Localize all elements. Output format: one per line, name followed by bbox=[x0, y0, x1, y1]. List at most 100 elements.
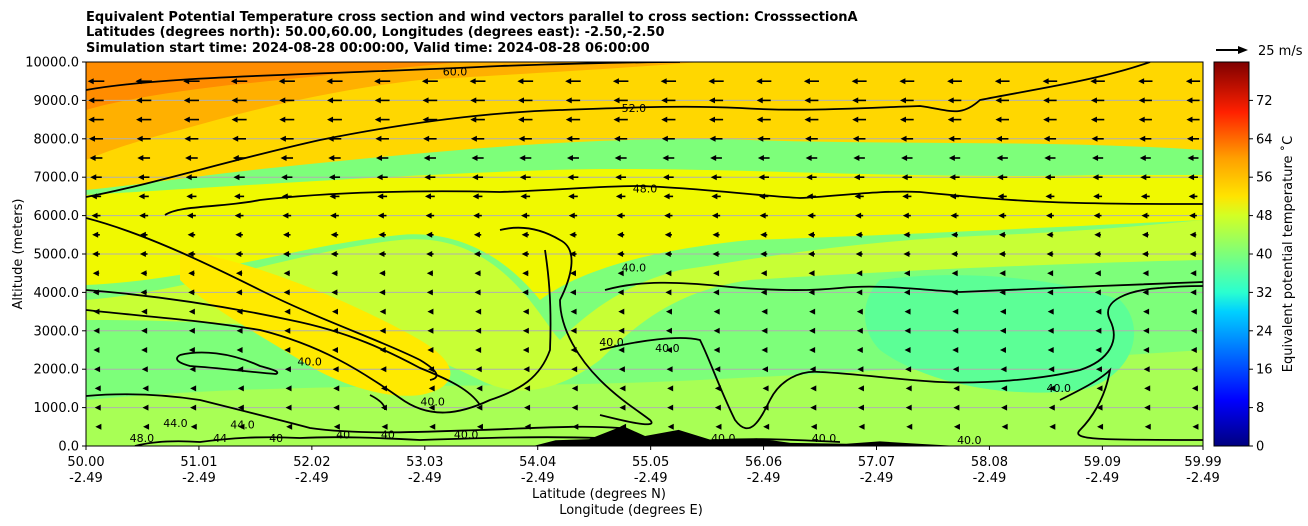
wind-arrow-head bbox=[282, 212, 289, 219]
wind-arrow-head bbox=[281, 193, 288, 200]
wind-arrow bbox=[952, 366, 959, 373]
wind-arrow bbox=[519, 174, 531, 181]
wind-arrow-head bbox=[998, 251, 1005, 257]
wind-arrow-head bbox=[619, 404, 626, 411]
wind-arrow-head bbox=[476, 423, 483, 430]
wind-arrow bbox=[996, 155, 1008, 161]
wind-arrow bbox=[998, 251, 1006, 257]
contour-label-4: 40.0 bbox=[599, 336, 624, 349]
wind-arrow bbox=[618, 327, 625, 334]
wind-arrow-head bbox=[617, 231, 624, 238]
wind-arrow-head bbox=[565, 78, 572, 85]
wind-arrow-head bbox=[853, 174, 860, 181]
wind-arrow-head bbox=[951, 270, 958, 277]
contour-label-9: 44.0 bbox=[163, 417, 188, 430]
wind-arrow-head bbox=[1191, 385, 1198, 392]
wind-arrow bbox=[618, 308, 625, 315]
wind-arrow bbox=[948, 155, 961, 161]
wind-arrow bbox=[810, 385, 817, 392]
wind-arrow bbox=[568, 212, 578, 219]
wind-arrow-head bbox=[238, 423, 245, 430]
wind-arrow-head bbox=[1048, 385, 1055, 392]
wind-arrow-head bbox=[473, 231, 480, 238]
wind-arrow bbox=[1092, 174, 1103, 181]
wind-arrow-head bbox=[237, 366, 244, 373]
wind-arrow-head bbox=[615, 174, 622, 181]
wind-arrow-head bbox=[1143, 347, 1150, 353]
wind-arrow bbox=[183, 78, 200, 85]
wind-arrow-head bbox=[470, 116, 477, 123]
wind-arrow bbox=[285, 404, 292, 411]
wind-arrow bbox=[1190, 327, 1197, 334]
wind-arrow-head bbox=[994, 78, 1001, 85]
plot-area: 60.0 52.0 48.0 40.0 40.0 40.0 40.0 40.0 40.0 44.0… bbox=[86, 62, 1203, 446]
wind-arrow bbox=[1043, 97, 1057, 104]
wind-arrow bbox=[809, 308, 816, 315]
wind-arrow bbox=[615, 174, 627, 181]
wind-arrow-head bbox=[952, 308, 959, 315]
wind-arrow-head bbox=[756, 97, 763, 104]
wind-arrow-head bbox=[518, 135, 525, 142]
wind-arrow bbox=[374, 97, 390, 104]
wind-arrow bbox=[613, 97, 628, 104]
wind-arrow-head bbox=[612, 78, 619, 85]
wind-arrow-head bbox=[141, 347, 148, 353]
wind-arrow-head bbox=[619, 385, 626, 392]
wind-arrow bbox=[1001, 385, 1008, 392]
wind-arrow bbox=[1042, 78, 1058, 85]
wind-arrow-head bbox=[377, 212, 384, 219]
wind-arrow bbox=[665, 289, 672, 296]
wind-arrow bbox=[185, 155, 198, 161]
y-tick-label-1: 1000.0 bbox=[34, 401, 80, 416]
wind-arrow-head bbox=[140, 270, 147, 277]
wind-arrow bbox=[997, 193, 1007, 200]
wind-arrow-head bbox=[232, 135, 239, 142]
wind-arrow-head bbox=[330, 212, 337, 219]
wind-arrow-head bbox=[377, 193, 384, 200]
wind-arrow bbox=[665, 347, 672, 353]
wind-arrow bbox=[856, 289, 863, 296]
wind-arrow bbox=[664, 251, 672, 257]
wind-arrow bbox=[90, 174, 102, 181]
wind-arrow bbox=[470, 97, 485, 104]
wind-arrow-head bbox=[1001, 385, 1008, 392]
wind-arrow-head bbox=[715, 423, 722, 430]
wind-arrow bbox=[808, 289, 815, 296]
wind-arrow bbox=[230, 78, 248, 85]
wind-arrow-head bbox=[708, 116, 715, 123]
wind-arrow-head bbox=[187, 251, 194, 257]
wind-arrow bbox=[1139, 155, 1151, 161]
wind-arrow-head bbox=[664, 231, 671, 238]
wind-arrow-head bbox=[999, 308, 1006, 315]
wind-arrow bbox=[136, 97, 152, 104]
wind-arrow bbox=[614, 155, 627, 161]
wind-arrow bbox=[856, 347, 863, 353]
wind-arrow-head bbox=[902, 212, 909, 219]
wind-arrow bbox=[333, 385, 340, 392]
y-tick-label-2: 2000.0 bbox=[34, 363, 80, 378]
wind-arrow-head bbox=[661, 116, 668, 123]
wind-arrow bbox=[708, 116, 724, 123]
wind-arrow-head bbox=[904, 347, 911, 353]
wind-arrow-head bbox=[92, 251, 99, 257]
contour-40-right bbox=[599, 285, 1203, 430]
wind-arrow-head bbox=[569, 251, 576, 257]
wind-arrow bbox=[473, 231, 482, 238]
wind-vectors bbox=[87, 78, 1201, 430]
wind-arrow bbox=[88, 116, 104, 123]
quiver-key-arrow-head bbox=[1238, 46, 1248, 54]
wind-arrow bbox=[953, 423, 960, 430]
wind-arrow bbox=[139, 251, 148, 257]
wind-arrow-head bbox=[618, 347, 625, 353]
wind-arrow-head bbox=[1047, 270, 1054, 277]
wind-arrow bbox=[424, 174, 436, 181]
wind-arrow-head bbox=[951, 231, 958, 238]
wind-arrow-head bbox=[1192, 423, 1199, 430]
wind-arrow-head bbox=[854, 193, 861, 200]
wind-arrow bbox=[521, 212, 530, 219]
wind-arrow bbox=[379, 270, 386, 277]
wind-arrow bbox=[1143, 308, 1150, 315]
wind-arrow-head bbox=[999, 327, 1006, 334]
wind-arrow bbox=[857, 385, 864, 392]
wind-arrow bbox=[423, 155, 436, 161]
